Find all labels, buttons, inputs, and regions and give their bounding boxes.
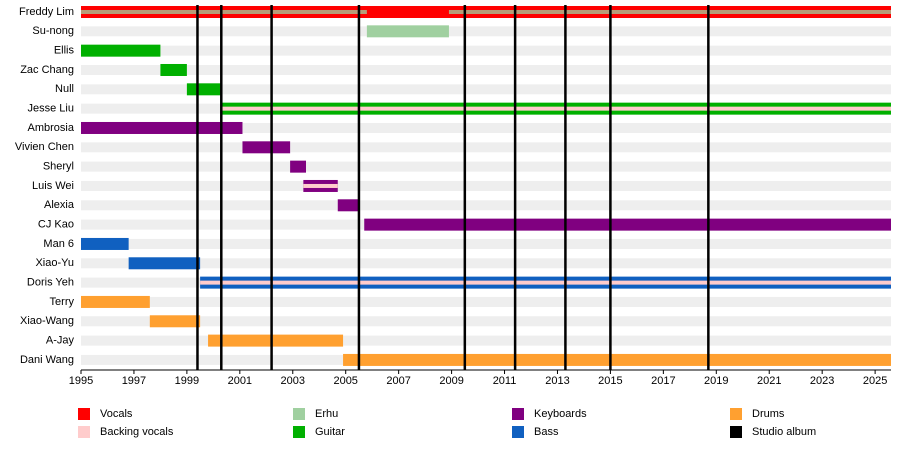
x-tick-label: 2021: [757, 375, 781, 387]
x-tick-label: 2013: [545, 375, 569, 387]
legend-label: Bass: [534, 426, 559, 438]
x-tick-label: 2003: [281, 375, 305, 387]
legend-swatch: [78, 426, 90, 438]
period-bar: [343, 353, 891, 366]
member-name: Man 6: [43, 238, 74, 250]
legend-label: Backing vocals: [100, 426, 174, 438]
period-bar: [128, 257, 201, 270]
member-name: Ellis: [54, 45, 75, 57]
period-bar: [290, 160, 306, 173]
row-band: [81, 238, 891, 249]
period-bar: [242, 141, 291, 154]
x-tick-label: 2025: [863, 375, 887, 387]
period-bar: [81, 237, 129, 250]
legend-swatch: [78, 408, 90, 420]
member-name: Xiao-Yu: [35, 257, 74, 269]
row-band: [81, 161, 891, 172]
legend-label: Drums: [752, 408, 785, 420]
stripe: [200, 280, 891, 285]
member-name: Luis Wei: [32, 180, 74, 192]
member-name: Su-nong: [32, 25, 74, 37]
period-bar: [160, 63, 187, 76]
row-band: [81, 296, 891, 307]
x-tick-label: 2017: [651, 375, 675, 387]
row-band: [81, 200, 891, 211]
legend-label: Keyboards: [534, 408, 587, 420]
member-name: Zac Chang: [20, 64, 74, 76]
row-band: [81, 84, 891, 95]
period-bar: [186, 83, 222, 96]
x-tick-label: 1995: [69, 375, 93, 387]
member-name: Alexia: [44, 199, 75, 211]
x-tick-label: 2019: [704, 375, 728, 387]
x-tick-label: 2001: [228, 375, 252, 387]
row-band: [81, 180, 891, 191]
member-name: Jesse Liu: [28, 103, 74, 115]
row-band: [81, 142, 891, 153]
period-bar: [149, 315, 201, 328]
x-tick-label: 2007: [386, 375, 410, 387]
row-band: [81, 258, 891, 269]
period-bar: [364, 218, 891, 231]
stripe: [221, 106, 891, 111]
member-name: CJ Kao: [38, 219, 74, 231]
member-name: Terry: [50, 296, 75, 308]
member-name: Dani Wang: [20, 354, 74, 366]
x-tick-label: 2015: [598, 375, 622, 387]
legend-swatch: [512, 408, 524, 420]
period-bar: [81, 295, 150, 308]
row-band: [81, 45, 891, 56]
member-name: Doris Yeh: [27, 277, 74, 289]
x-tick-label: 2023: [810, 375, 834, 387]
member-name: Freddy Lim: [19, 6, 74, 18]
member-name: Xiao-Wang: [20, 315, 74, 327]
member-name: Ambrosia: [28, 122, 75, 134]
member-name: Vivien Chen: [15, 141, 74, 153]
period-bar: [81, 44, 161, 57]
x-tick-label: 2005: [333, 375, 357, 387]
period-bar: [208, 334, 344, 347]
member-name: Null: [55, 83, 74, 95]
x-tick-label: 2009: [439, 375, 463, 387]
legend-label: Guitar: [315, 426, 345, 438]
stripe: [448, 10, 891, 14]
row-band: [81, 26, 891, 37]
legend-label: Erhu: [315, 408, 338, 420]
period-bar: [81, 121, 243, 134]
legend-swatch: [293, 408, 305, 420]
row-band: [81, 335, 891, 346]
row-band: [81, 316, 891, 327]
x-tick-label: 1999: [175, 375, 199, 387]
legend-label: Studio album: [752, 426, 816, 438]
row-band: [81, 122, 891, 133]
legend-swatch: [293, 426, 305, 438]
member-name: A-Jay: [46, 335, 75, 347]
member-name: Sheryl: [43, 161, 74, 173]
legend-swatch: [512, 426, 524, 438]
period-bar: [337, 199, 359, 212]
legend-label: Vocals: [100, 408, 133, 420]
period-bar: [366, 25, 449, 38]
x-tick-label: 1997: [122, 375, 146, 387]
x-tick-label: 2011: [493, 375, 517, 387]
stripe: [303, 183, 338, 188]
stripe: [81, 10, 367, 14]
row-band: [81, 64, 891, 75]
legend-swatch: [730, 426, 742, 438]
legend-swatch: [730, 408, 742, 420]
